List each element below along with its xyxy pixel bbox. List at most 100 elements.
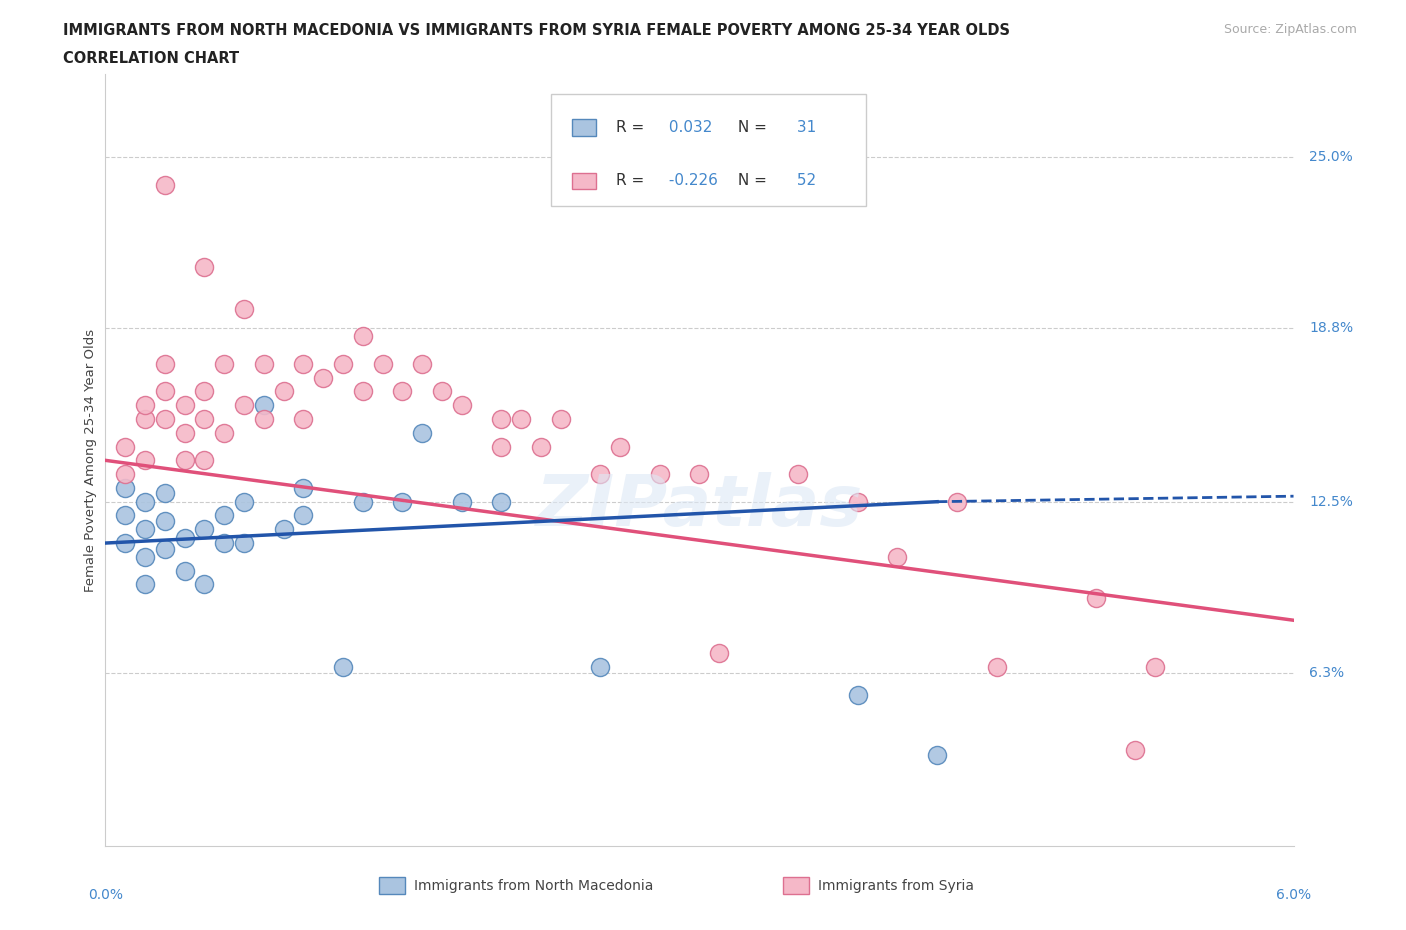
Point [134, 522, 156, 537]
Point [193, 522, 215, 537]
Text: N =: N = [733, 174, 766, 189]
Point [450, 494, 472, 509]
Point [134, 398, 156, 413]
Point [153, 541, 176, 556]
Point [886, 550, 908, 565]
Text: 6.0%: 6.0% [1277, 887, 1310, 902]
Point [491, 412, 513, 427]
Text: 0.032: 0.032 [664, 120, 713, 135]
FancyBboxPatch shape [572, 172, 596, 190]
Text: 31: 31 [792, 120, 817, 135]
Point [689, 467, 711, 482]
Point [193, 384, 215, 399]
Point [114, 439, 136, 454]
Point [193, 260, 215, 275]
Text: IMMIGRANTS FROM NORTH MACEDONIA VS IMMIGRANTS FROM SYRIA FEMALE POVERTY AMONG 25: IMMIGRANTS FROM NORTH MACEDONIA VS IMMIG… [63, 23, 1011, 38]
Point [352, 494, 374, 509]
Text: 52: 52 [792, 174, 817, 189]
Point [173, 398, 195, 413]
Point [709, 646, 731, 661]
Point [134, 412, 156, 427]
Point [273, 522, 295, 537]
Point [193, 412, 215, 427]
Point [589, 659, 612, 674]
Point [1123, 742, 1146, 757]
Point [292, 481, 315, 496]
Point [153, 384, 176, 399]
FancyBboxPatch shape [378, 877, 405, 894]
Point [114, 481, 136, 496]
Point [846, 687, 869, 702]
Point [253, 398, 276, 413]
Point [491, 494, 513, 509]
Point [530, 439, 553, 454]
Point [253, 412, 276, 427]
Point [371, 356, 394, 371]
Point [846, 494, 869, 509]
Point [609, 439, 631, 454]
Text: Source: ZipAtlas.com: Source: ZipAtlas.com [1223, 23, 1357, 36]
Point [153, 412, 176, 427]
FancyBboxPatch shape [572, 119, 596, 136]
Point [510, 412, 533, 427]
Text: -0.226: -0.226 [664, 174, 717, 189]
Point [134, 577, 156, 591]
Point [114, 508, 136, 523]
Point [292, 356, 315, 371]
Point [332, 659, 354, 674]
Point [193, 577, 215, 591]
Text: Immigrants from Syria: Immigrants from Syria [818, 879, 974, 893]
Point [450, 398, 472, 413]
Text: 0.0%: 0.0% [89, 887, 122, 902]
Point [134, 453, 156, 468]
Point [411, 356, 433, 371]
Text: CORRELATION CHART: CORRELATION CHART [63, 51, 239, 66]
Point [153, 513, 176, 528]
Point [946, 494, 969, 509]
Point [787, 467, 810, 482]
Text: 6.3%: 6.3% [1309, 666, 1344, 680]
Point [153, 178, 176, 193]
Point [173, 530, 195, 545]
Point [352, 384, 374, 399]
Point [589, 467, 612, 482]
Point [214, 536, 236, 551]
Point [292, 412, 315, 427]
Text: R =: R = [616, 120, 644, 135]
Point [173, 425, 195, 440]
Point [648, 467, 671, 482]
FancyBboxPatch shape [783, 877, 808, 894]
Point [391, 494, 413, 509]
Text: N =: N = [733, 120, 766, 135]
Text: 12.5%: 12.5% [1309, 495, 1353, 509]
Point [312, 370, 335, 385]
Point [173, 453, 195, 468]
Point [233, 301, 256, 316]
Point [986, 659, 1008, 674]
Text: R =: R = [616, 174, 644, 189]
Y-axis label: Female Poverty Among 25-34 Year Olds: Female Poverty Among 25-34 Year Olds [84, 329, 97, 591]
Text: Immigrants from North Macedonia: Immigrants from North Macedonia [415, 879, 654, 893]
Point [1143, 659, 1166, 674]
Point [927, 748, 949, 763]
Point [134, 550, 156, 565]
Point [134, 494, 156, 509]
Point [114, 467, 136, 482]
Point [193, 453, 215, 468]
Point [214, 425, 236, 440]
Point [1084, 591, 1107, 605]
Point [491, 439, 513, 454]
Point [273, 384, 295, 399]
Point [214, 508, 236, 523]
Point [411, 425, 433, 440]
Point [173, 564, 195, 578]
Point [233, 398, 256, 413]
Point [253, 356, 276, 371]
Point [430, 384, 453, 399]
Point [153, 486, 176, 501]
FancyBboxPatch shape [551, 94, 866, 206]
Point [292, 508, 315, 523]
Point [550, 412, 572, 427]
Point [332, 356, 354, 371]
Point [352, 329, 374, 344]
